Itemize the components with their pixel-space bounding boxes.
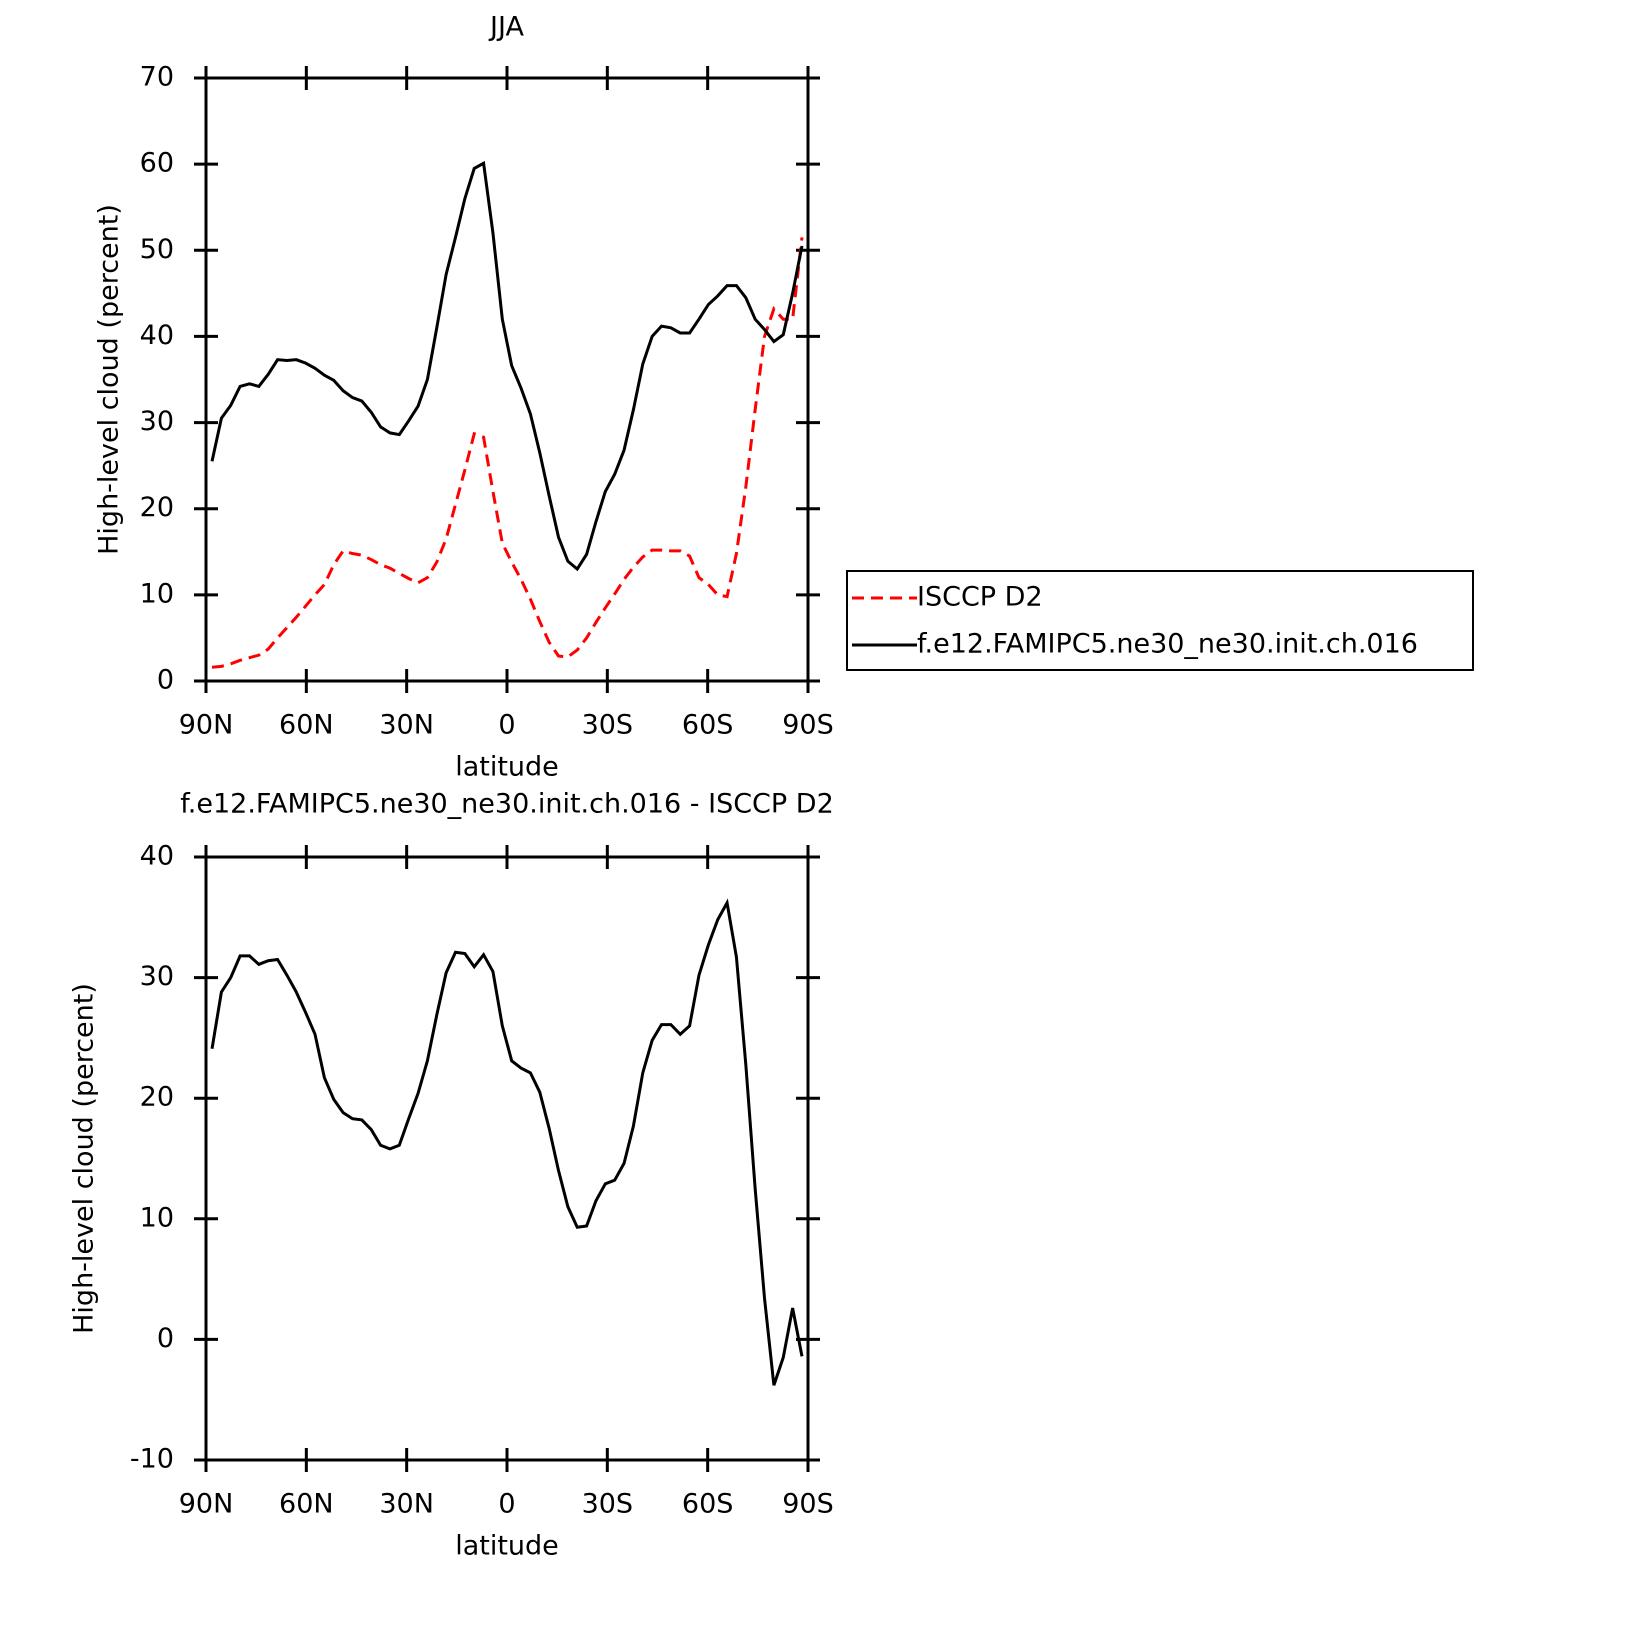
y-tick-label: 30 bbox=[140, 961, 174, 992]
y-tick-label: 60 bbox=[140, 148, 174, 179]
y-tick-label: 20 bbox=[140, 492, 174, 523]
x-tick-label: 60S bbox=[682, 710, 734, 741]
legend-label: f.e12.FAMIPC5.ne30_ne30.init.ch.016 bbox=[917, 629, 1418, 660]
y-tick-label: 10 bbox=[140, 578, 174, 609]
x-tick-label: 90N bbox=[179, 710, 234, 741]
x-tick-label: 90S bbox=[782, 1489, 834, 1520]
data-line bbox=[210, 160, 804, 572]
x-tick-label: 0 bbox=[498, 1489, 515, 1520]
data-line bbox=[211, 237, 804, 669]
legend-box bbox=[846, 570, 1474, 671]
y-tick-label: 20 bbox=[140, 1082, 174, 1113]
y-tick-label: -10 bbox=[130, 1444, 174, 1475]
plot-frame bbox=[204, 855, 810, 1462]
y-tick-label: 40 bbox=[140, 320, 174, 351]
y-tick-label: 70 bbox=[140, 62, 174, 93]
x-tick-label: 30S bbox=[582, 710, 634, 741]
y-tick-label: 10 bbox=[140, 1202, 174, 1233]
x-axis-label: latitude bbox=[455, 1531, 559, 1562]
y-tick-label: 40 bbox=[140, 841, 174, 872]
x-tick-label: 30N bbox=[379, 710, 434, 741]
y-tick-label: 0 bbox=[157, 1323, 174, 1354]
y-tick-label: 30 bbox=[140, 406, 174, 437]
chart-title: JJA bbox=[488, 12, 524, 43]
y-axis-label: High-level cloud (percent) bbox=[69, 983, 100, 1334]
x-tick-label: 0 bbox=[498, 710, 515, 741]
y-tick-label: 50 bbox=[140, 234, 174, 265]
x-tick-label: 60N bbox=[279, 710, 334, 741]
x-axis-label: latitude bbox=[455, 752, 559, 783]
x-tick-label: 90N bbox=[179, 1489, 234, 1520]
y-tick-label: 0 bbox=[157, 665, 174, 696]
x-tick-label: 30S bbox=[582, 1489, 634, 1520]
legend-label: ISCCP D2 bbox=[917, 582, 1043, 613]
plot-frame bbox=[204, 76, 810, 683]
x-tick-label: 30N bbox=[379, 1489, 434, 1520]
data-line bbox=[210, 898, 804, 1386]
x-tick-label: 60N bbox=[279, 1489, 334, 1520]
x-tick-label: 90S bbox=[782, 710, 834, 741]
y-axis-label: High-level cloud (percent) bbox=[94, 204, 125, 555]
chart-title: f.e12.FAMIPC5.ne30_ne30.init.ch.016 - IS… bbox=[180, 789, 834, 820]
x-tick-label: 60S bbox=[682, 1489, 734, 1520]
